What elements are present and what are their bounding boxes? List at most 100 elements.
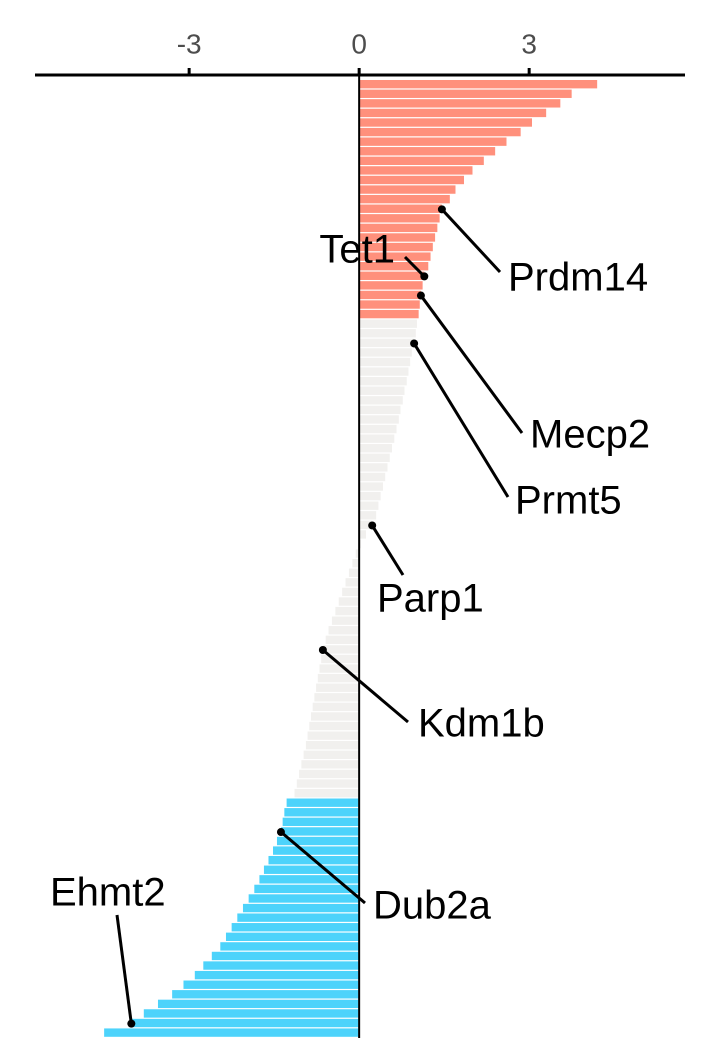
annotation-point: [416, 291, 425, 300]
bar: [359, 386, 405, 395]
bar: [231, 923, 360, 932]
bar: [309, 721, 360, 731]
bar: [282, 817, 360, 827]
annotation-point: [318, 646, 327, 655]
bar: [242, 903, 360, 913]
annotation-label: Dub2a: [373, 884, 492, 928]
bar: [359, 252, 431, 261]
bar: [294, 788, 360, 798]
bar: [143, 1009, 360, 1018]
x-tick-label: 3: [521, 28, 537, 59]
bar: [359, 166, 473, 175]
bar: [359, 185, 456, 194]
bar: [312, 702, 360, 712]
bar: [359, 118, 532, 127]
bar: [359, 501, 379, 510]
annotation-label: Prmt5: [515, 479, 622, 523]
bar: [325, 635, 360, 645]
bar: [359, 271, 425, 280]
bar: [303, 750, 360, 759]
bar: [220, 942, 360, 951]
bar: [359, 290, 421, 300]
bar: [359, 338, 415, 348]
bar: [338, 597, 360, 606]
leader-line: [321, 648, 409, 724]
bar: [254, 884, 360, 894]
bar: [359, 520, 373, 530]
bar: [183, 980, 360, 989]
bar: [319, 664, 360, 673]
leader-line: [419, 294, 524, 434]
leader-line: [403, 255, 426, 278]
bar: [359, 329, 416, 338]
annotation-label: Mecp2: [530, 413, 650, 457]
bar: [359, 472, 386, 482]
bar: [286, 798, 360, 807]
bar: [359, 156, 484, 166]
bar: [359, 434, 395, 443]
bar: [314, 693, 360, 702]
bar: [359, 511, 377, 520]
bar: [359, 137, 507, 146]
bar: [307, 731, 360, 740]
bar: [359, 242, 433, 252]
bar: [359, 281, 423, 290]
bar: [359, 319, 417, 328]
bar: [359, 147, 496, 156]
bar: [157, 999, 360, 1009]
bar: [359, 223, 438, 233]
bar: [316, 683, 360, 692]
annotation-point: [420, 272, 429, 281]
bar: [359, 444, 393, 453]
bar: [322, 645, 360, 654]
annotation-point: [368, 521, 377, 530]
bar: [203, 961, 360, 970]
bar: [359, 309, 419, 319]
bar: [359, 300, 420, 309]
bar: [359, 262, 429, 271]
x-tick-label: -3: [177, 28, 202, 59]
bar: [359, 530, 366, 539]
leader-line: [370, 524, 405, 576]
bar: [273, 846, 360, 855]
bar: [211, 951, 360, 961]
leader-line: [412, 342, 510, 498]
bar: [225, 932, 360, 941]
bar: [359, 491, 381, 501]
bar: [359, 415, 399, 424]
bar: [296, 779, 360, 788]
bar: [342, 587, 360, 597]
bar: [310, 712, 360, 721]
bar: [359, 348, 412, 357]
annotation-point: [410, 339, 419, 348]
bar: [359, 376, 407, 386]
bar: [359, 424, 397, 434]
bar: [345, 578, 360, 587]
annotation-label: Tet1: [319, 228, 395, 272]
bar: [284, 808, 360, 817]
bar: [172, 990, 360, 999]
bar: [359, 194, 450, 204]
annotation-point: [276, 828, 285, 837]
bar: [299, 769, 360, 779]
bar: [359, 127, 521, 137]
bar: [359, 80, 598, 89]
bar: [359, 233, 436, 242]
bar: [359, 482, 383, 491]
annotation-label: Parp1: [377, 577, 484, 621]
bar: [131, 1018, 360, 1028]
annotation-point: [437, 205, 446, 214]
bar: [328, 626, 360, 635]
bar: [359, 405, 401, 415]
leader-line: [440, 208, 502, 274]
bar: [359, 175, 464, 185]
bar: [359, 367, 409, 376]
bar: [280, 827, 360, 836]
bar: [331, 616, 360, 625]
annotation-label: Prdm14: [508, 256, 648, 300]
bar: [359, 357, 411, 367]
annotation-label: Ehmt2: [50, 871, 166, 915]
bar: [359, 204, 442, 213]
